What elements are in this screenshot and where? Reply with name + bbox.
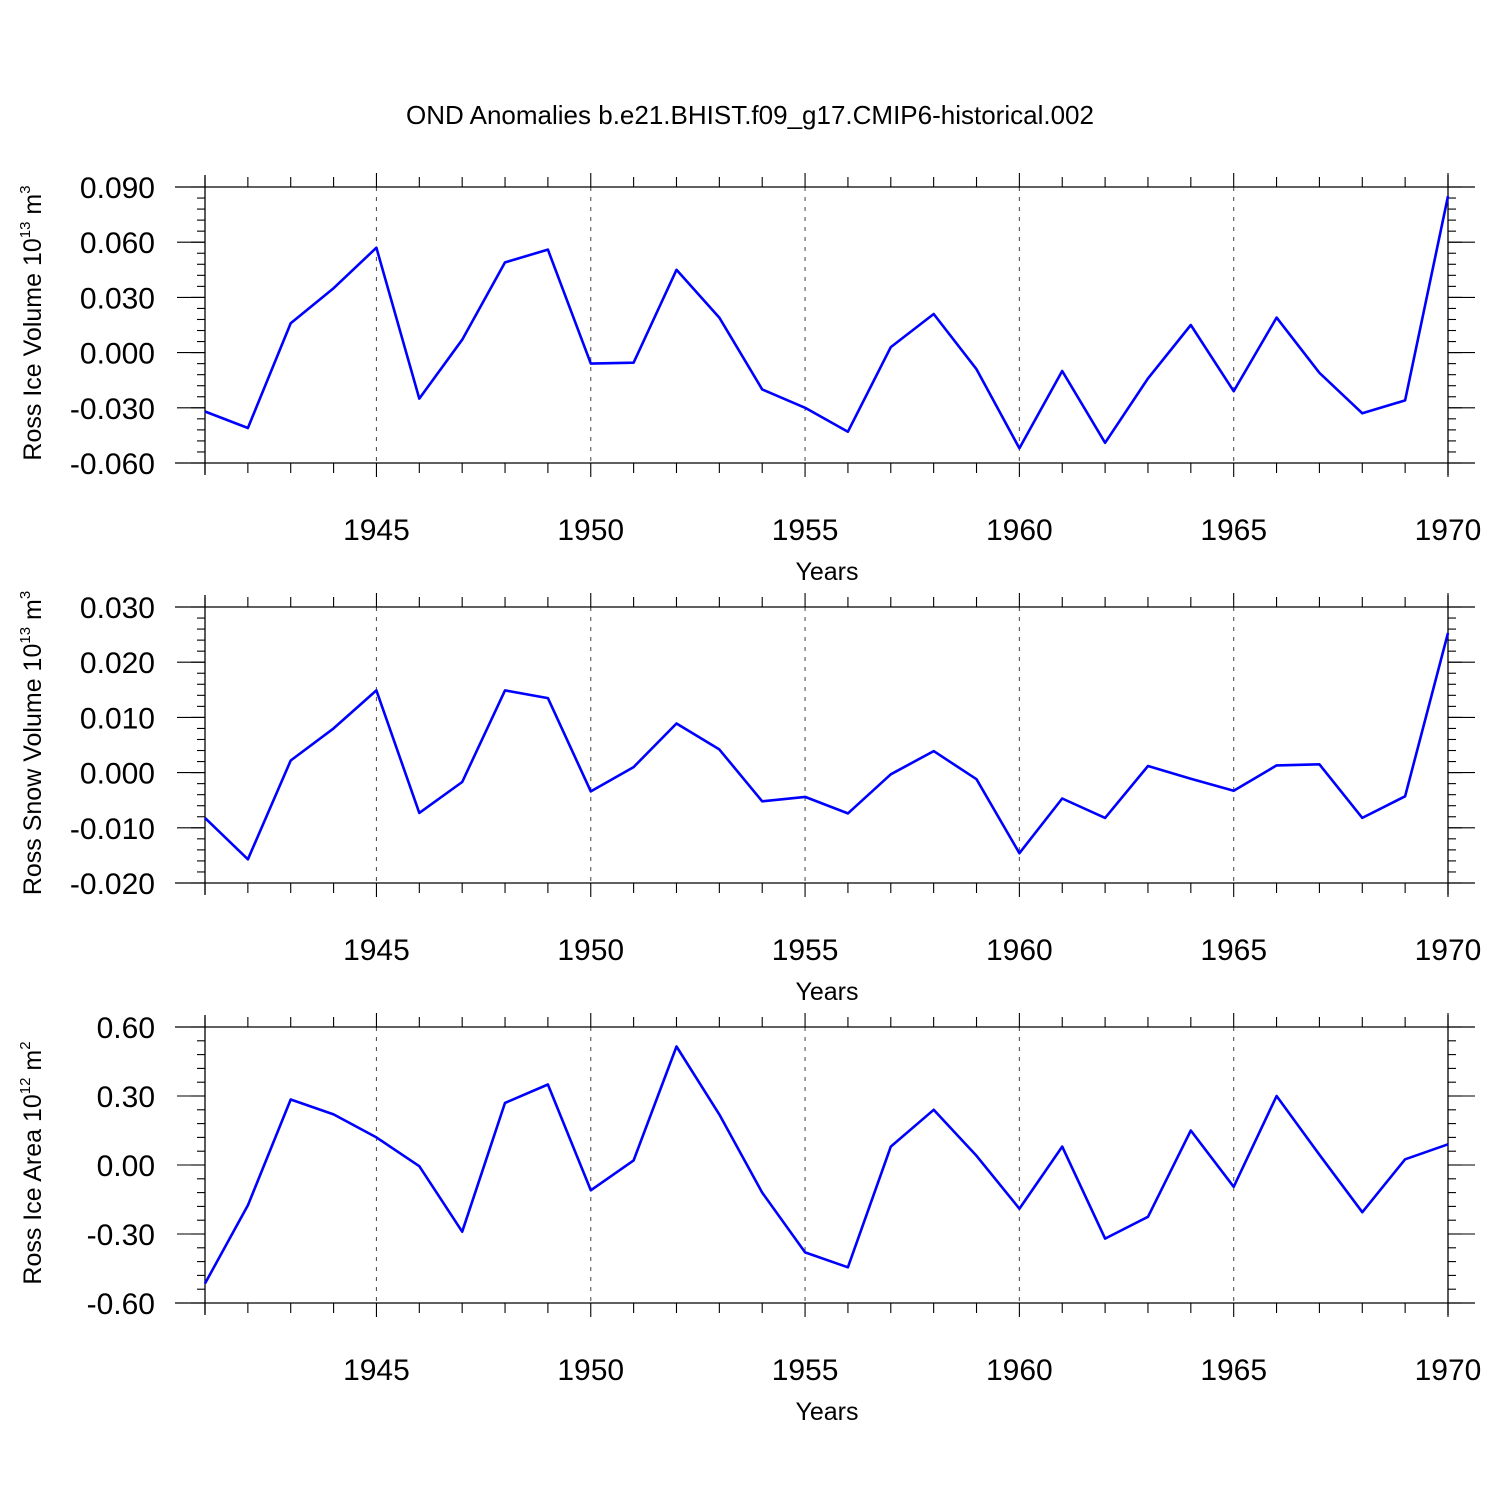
y-tick-label: 0.000 bbox=[80, 338, 155, 371]
x-axis-title: Years bbox=[795, 978, 858, 1006]
x-tick-label: 1950 bbox=[557, 514, 624, 547]
y-axis-title-superscript: 2 bbox=[17, 1041, 34, 1049]
y-tick-label: 0.090 bbox=[80, 172, 155, 205]
y-tick-label: 0.60 bbox=[97, 1012, 155, 1045]
y-axis-title-superscript: 12 bbox=[17, 1078, 34, 1095]
y-axis-title-part: m bbox=[19, 599, 47, 627]
y-axis-title-superscript: 3 bbox=[17, 591, 34, 599]
y-axis-title-part: m bbox=[19, 1050, 47, 1078]
y-tick-label: 0.060 bbox=[80, 227, 155, 260]
x-tick-label: 1955 bbox=[772, 1354, 839, 1387]
y-tick-label: 0.000 bbox=[80, 758, 155, 791]
x-tick-label: 1950 bbox=[557, 934, 624, 967]
x-tick-label: 1965 bbox=[1200, 934, 1267, 967]
y-axis-title: Ross Ice Area 1012 m2 bbox=[17, 1041, 47, 1284]
y-axis-title-part: Ross Snow Volume 10 bbox=[19, 644, 47, 896]
panel-2: -0.020 -0.010 0.000 0.010 0.020 0.030 1945 1950… bbox=[17, 591, 1481, 1006]
y-tick-label: 0.30 bbox=[97, 1081, 155, 1114]
x-tick-label: 1970 bbox=[1415, 1354, 1482, 1387]
x-tick-label: 1945 bbox=[343, 934, 410, 967]
y-tick-label: 0.020 bbox=[80, 647, 155, 680]
y-axis-title-superscript: 13 bbox=[17, 222, 34, 239]
y-tick-label: -0.060 bbox=[70, 448, 155, 481]
y-tick-label: 0.030 bbox=[80, 592, 155, 625]
x-tick-label: 1970 bbox=[1415, 514, 1482, 547]
y-tick-label: 0.00 bbox=[97, 1150, 155, 1183]
chart-title: OND Anomalies b.e21.BHIST.f09_g17.CMIP6-… bbox=[406, 100, 1094, 130]
x-tick-label: 1950 bbox=[557, 1354, 624, 1387]
x-axis-title: Years bbox=[795, 1398, 858, 1426]
y-tick-label: 0.010 bbox=[80, 702, 155, 735]
y-tick-label: 0.030 bbox=[80, 282, 155, 315]
x-tick-label: 1955 bbox=[772, 934, 839, 967]
series-line bbox=[203, 1045, 1449, 1285]
y-tick-label: -0.60 bbox=[87, 1288, 155, 1321]
y-axis-title-part: Ross Ice Area 10 bbox=[19, 1094, 47, 1284]
x-tick-label: 1945 bbox=[343, 514, 410, 547]
x-tick-label: 1960 bbox=[986, 514, 1053, 547]
y-axis-title: Ross Snow Volume 1013 m3 bbox=[17, 591, 47, 895]
x-axis-title: Years bbox=[795, 558, 858, 586]
x-tick-label: 1970 bbox=[1415, 934, 1482, 967]
panel-3: -0.60 -0.30 0.00 0.30 0.60 1945 1950 1955 1960 19… bbox=[17, 1012, 1481, 1426]
y-axis-title: Ross Ice Volume 1013 m3 bbox=[17, 185, 47, 460]
panel-1: -0.060 -0.030 0.000 0.030 0.060 0.090 1945 1950… bbox=[17, 172, 1481, 586]
y-axis-title-superscript: 13 bbox=[17, 627, 34, 644]
y-axis-title-part: Ross Ice Volume 10 bbox=[19, 238, 47, 460]
x-tick-label: 1965 bbox=[1200, 1354, 1267, 1387]
series-line bbox=[204, 632, 1450, 861]
y-tick-label: -0.020 bbox=[70, 868, 155, 901]
y-tick-label: -0.010 bbox=[70, 813, 155, 846]
x-tick-label: 1965 bbox=[1200, 514, 1267, 547]
y-tick-label: -0.30 bbox=[87, 1219, 155, 1252]
x-tick-label: 1960 bbox=[986, 934, 1053, 967]
series-line bbox=[204, 195, 1450, 450]
x-tick-label: 1960 bbox=[986, 1354, 1053, 1387]
y-tick-label: -0.030 bbox=[70, 393, 155, 426]
y-axis-title-superscript: 3 bbox=[17, 185, 34, 193]
y-axis-title-part: m bbox=[19, 194, 47, 222]
x-tick-label: 1945 bbox=[343, 1354, 410, 1387]
x-tick-label: 1955 bbox=[772, 514, 839, 547]
